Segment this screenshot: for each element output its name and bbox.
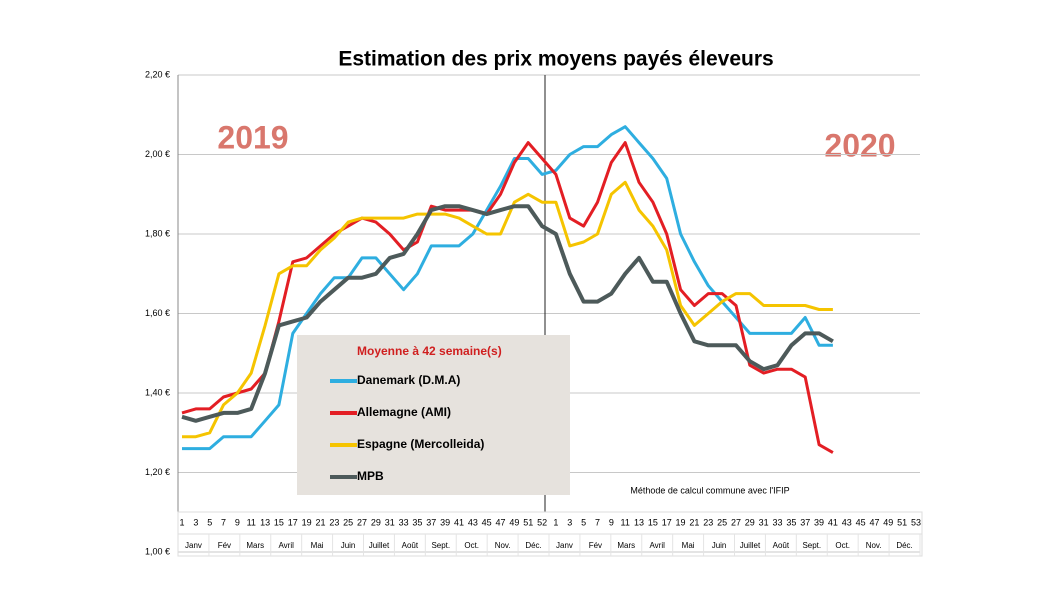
series-line xyxy=(181,204,834,423)
x-tick-label: 47 xyxy=(869,517,879,527)
x-tick-label: 41 xyxy=(454,517,464,527)
x-tick-label: 33 xyxy=(773,517,783,527)
month-label: Mars xyxy=(246,541,264,550)
year-label: 2019 xyxy=(217,119,288,155)
legend-label: MPB xyxy=(357,469,384,483)
x-tick-label: 9 xyxy=(609,517,614,527)
x-tick-label: 31 xyxy=(385,517,395,527)
month-label: Janv xyxy=(185,541,202,550)
x-tick-label: 37 xyxy=(426,517,436,527)
x-tick-label: 5 xyxy=(581,517,586,527)
x-tick-label: 47 xyxy=(496,517,506,527)
month-label: Août xyxy=(402,541,419,550)
x-tick-label: 3 xyxy=(567,517,572,527)
x-tick-label: 35 xyxy=(412,517,422,527)
month-label: Avril xyxy=(649,541,665,550)
series-line xyxy=(181,141,834,454)
month-label: Oct. xyxy=(835,541,850,550)
legend-title: Moyenne à 42 semaine(s) xyxy=(357,344,502,358)
month-label: Déc. xyxy=(525,541,541,550)
month-label: Juillet xyxy=(369,541,390,550)
month-label: Oct. xyxy=(464,541,479,550)
y-tick-label: 2,00 € xyxy=(145,149,170,159)
month-label: Juillet xyxy=(740,541,761,550)
legend-label: Danemark (D.M.A) xyxy=(357,373,460,387)
x-tick-label: 13 xyxy=(260,517,270,527)
month-label: Mai xyxy=(682,541,695,550)
x-tick-label: 19 xyxy=(302,517,312,527)
x-tick-label: 17 xyxy=(288,517,298,527)
legend-label: Allemagne (AMI) xyxy=(357,405,451,419)
note: Méthode de calcul commune avec l'IFIP xyxy=(630,485,789,495)
month-label: Juin xyxy=(712,541,727,550)
month-label: Janv xyxy=(556,541,573,550)
x-tick-label: 9 xyxy=(235,517,240,527)
x-tick-label: 3 xyxy=(193,517,198,527)
x-tick-label: 49 xyxy=(509,517,519,527)
x-tick-label: 37 xyxy=(800,517,810,527)
chart-title: Estimation des prix moyens payés éleveur… xyxy=(338,48,773,71)
x-tick-label: 21 xyxy=(315,517,325,527)
x-tick-label: 15 xyxy=(274,517,284,527)
x-tick-label: 17 xyxy=(662,517,672,527)
x-tick-label: 25 xyxy=(717,517,727,527)
x-tick-label: 39 xyxy=(440,517,450,527)
x-tick-label: 27 xyxy=(357,517,367,527)
x-tick-label: 15 xyxy=(648,517,658,527)
x-tick-label: 45 xyxy=(482,517,492,527)
x-tick-label: 25 xyxy=(343,517,353,527)
x-tick-label: 33 xyxy=(399,517,409,527)
x-tick-label: 31 xyxy=(759,517,769,527)
x-tick-label: 23 xyxy=(703,517,713,527)
y-tick-label: 1,60 € xyxy=(145,308,170,318)
x-tick-label: 51 xyxy=(523,517,533,527)
x-tick-label: 43 xyxy=(842,517,852,527)
series-line xyxy=(182,125,833,451)
legend-label: Espagne (Mercolleida) xyxy=(357,437,484,451)
year-label: 2020 xyxy=(824,127,895,163)
x-tick-label: 45 xyxy=(856,517,866,527)
x-tick-label: 11 xyxy=(620,517,629,527)
month-label: Nov. xyxy=(866,541,882,550)
x-tick-label: 43 xyxy=(468,517,478,527)
x-tick-label: 52 xyxy=(537,517,547,527)
x-tick-label: 51 xyxy=(897,517,907,527)
y-tick-label: 1,20 € xyxy=(145,467,170,477)
x-tick-label: 49 xyxy=(883,517,893,527)
month-label: Avril xyxy=(278,541,294,550)
month-label: Sept. xyxy=(431,541,450,550)
x-tick-label: 53 xyxy=(911,517,921,527)
x-tick-label: 19 xyxy=(676,517,686,527)
x-tick-label: 1 xyxy=(553,517,558,527)
x-tick-label: 1 xyxy=(179,517,184,527)
x-tick-label: 27 xyxy=(731,517,741,527)
x-tick-label: 29 xyxy=(371,517,381,527)
y-tick-label: 1,40 € xyxy=(145,387,170,397)
x-tick-label: 39 xyxy=(814,517,824,527)
month-label: Sept. xyxy=(802,541,821,550)
month-label: Août xyxy=(773,541,790,550)
x-tick-label: 11 xyxy=(247,517,256,527)
y-tick-label: 2,20 € xyxy=(145,69,170,79)
month-label: Nov. xyxy=(495,541,511,550)
x-tick-label: 5 xyxy=(207,517,212,527)
x-tick-label: 35 xyxy=(786,517,796,527)
x-tick-label: 7 xyxy=(221,517,226,527)
y-tick-label: 1,80 € xyxy=(145,228,170,238)
y-tick-label: 1,00 € xyxy=(145,546,170,556)
month-label: Juin xyxy=(341,541,356,550)
month-label: Fév xyxy=(218,541,231,550)
month-label: Déc. xyxy=(896,541,912,550)
series-line xyxy=(182,180,833,439)
x-tick-label: 21 xyxy=(689,517,699,527)
x-tick-label: 7 xyxy=(595,517,600,527)
month-label: Mai xyxy=(311,541,324,550)
x-tick-label: 41 xyxy=(828,517,838,527)
month-label: Fév xyxy=(589,541,602,550)
x-tick-label: 23 xyxy=(329,517,339,527)
x-tick-label: 29 xyxy=(745,517,755,527)
month-label: Mars xyxy=(617,541,635,550)
x-tick-label: 13 xyxy=(634,517,644,527)
